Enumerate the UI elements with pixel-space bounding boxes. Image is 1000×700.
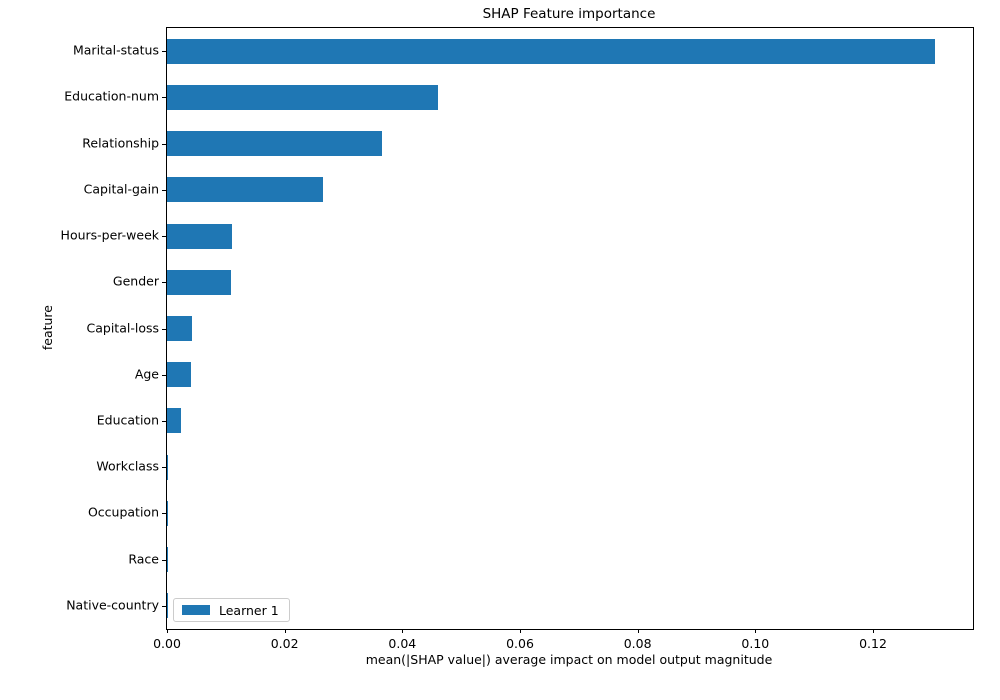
y-tick-mark xyxy=(162,513,166,515)
bar-occupation xyxy=(167,500,169,526)
y-tick-mark xyxy=(162,51,166,53)
y-tick-mark xyxy=(162,236,166,238)
y-tick-label: Occupation xyxy=(87,504,159,520)
x-tick-label: 0.06 xyxy=(506,636,534,651)
y-tick-mark xyxy=(162,282,166,284)
bar-native-country xyxy=(167,593,168,619)
bar-workclass xyxy=(167,454,169,480)
y-tick-label: Gender xyxy=(112,273,159,289)
x-tick-mark xyxy=(872,629,874,633)
plot-area: Learner 1 0.00 0.02 0.04 0.06 0.08 0.10 0.12 xyxy=(153,27,974,651)
x-tick-label: 0.02 xyxy=(270,636,299,651)
y-tick-label: Hours-per-week xyxy=(60,227,159,243)
bar-capital-gain xyxy=(167,177,324,203)
y-tick-label: Age xyxy=(134,366,159,382)
x-tick-label: 0.08 xyxy=(623,636,652,651)
bar-marital-status xyxy=(167,38,935,64)
y-tick-label: Native-country xyxy=(66,597,159,613)
y-tick-label: Education-num xyxy=(64,88,159,104)
y-tick-mark xyxy=(162,420,166,422)
legend-color-patch xyxy=(182,605,210,615)
bar-relationship xyxy=(167,131,383,157)
bar-hours-per-week xyxy=(167,223,233,249)
bar-race xyxy=(167,547,168,573)
bar-education-num xyxy=(167,84,438,110)
x-tick-mark xyxy=(167,629,168,633)
y-tick-mark xyxy=(162,97,166,99)
y-tick-mark xyxy=(162,374,166,376)
bar-education xyxy=(167,408,181,434)
chart-title: SHAP Feature importance xyxy=(482,6,656,22)
x-tick-label: 0.12 xyxy=(859,636,887,651)
y-tick-mark xyxy=(162,143,166,145)
x-tick-mark xyxy=(284,629,286,633)
x-tick-mark xyxy=(519,629,521,633)
y-tick-labels: Marital-status Education-num Relationship C… xyxy=(0,27,159,628)
y-tick-mark xyxy=(162,328,166,330)
legend-label: Learner 1 xyxy=(219,602,279,618)
x-tick-label: 0.00 xyxy=(153,636,181,651)
x-tick-label: 0.04 xyxy=(388,636,417,651)
x-tick-mark xyxy=(402,629,404,633)
bar-gender xyxy=(167,269,232,295)
bar-age xyxy=(167,362,192,388)
bar-capital-loss xyxy=(167,316,193,341)
y-tick-label: Workclass xyxy=(96,458,159,474)
legend: Learner 1 xyxy=(173,598,290,622)
y-tick-mark xyxy=(162,467,166,469)
x-tick-label: 0.10 xyxy=(741,636,770,651)
x-tick-mark xyxy=(755,629,757,633)
y-tick-label: Relationship xyxy=(82,135,159,151)
y-tick-label: Education xyxy=(96,412,159,428)
y-tick-mark xyxy=(162,605,166,607)
y-tick-mark xyxy=(162,559,166,561)
y-tick-mark xyxy=(162,189,166,191)
y-tick-label: Race xyxy=(128,551,159,567)
y-tick-label: Capital-gain xyxy=(83,181,159,197)
y-tick-label: Marital-status xyxy=(72,42,159,58)
x-axis-label: mean(|SHAP value|) average impact on mod… xyxy=(365,652,773,667)
y-tick-label: Capital-loss xyxy=(86,320,160,335)
x-tick-mark xyxy=(637,629,639,633)
